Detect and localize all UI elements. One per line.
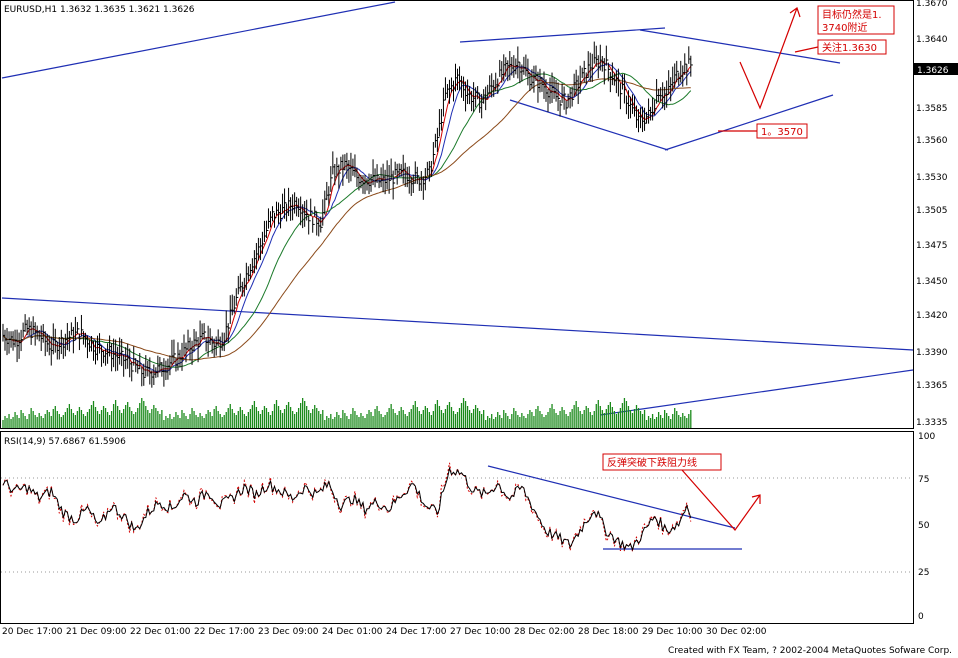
projection-arrow-head — [789, 7, 801, 18]
triangle-descending-line — [639, 29, 841, 64]
target-note-line2: 3740附近 — [822, 21, 867, 34]
rsi-line — [2, 466, 692, 552]
rsi-y-tick: 0 — [918, 612, 924, 622]
x-tick: 23 Dec 09:00 — [258, 627, 319, 637]
watch-pointer — [794, 46, 819, 53]
rsi-title: RSI(14,9) 57.6867 61.5906 — [4, 437, 126, 447]
rsi-axis: 100 75 50 25 0 — [918, 432, 935, 622]
x-tick: 29 Dec 10:00 — [642, 627, 703, 637]
x-tick: 28 Dec 02:00 — [514, 627, 575, 637]
trendlines — [1, 1, 914, 550]
y-tick: 1.3585 — [916, 104, 948, 114]
triangle-lower-line — [509, 99, 669, 151]
y-tick: 1.3420 — [916, 311, 948, 321]
y-tick: 1.3640 — [916, 35, 948, 45]
upper-channel-line — [1, 1, 396, 79]
triangle-ascending-line — [664, 94, 834, 151]
triangle-top-line — [459, 27, 666, 43]
rsi-note: 反弹突破下跌阻力线 — [607, 456, 697, 469]
x-tick: 22 Dec 01:00 — [130, 627, 191, 637]
x-tick: 22 Dec 17:00 — [194, 627, 255, 637]
y-tick: 1.3475 — [916, 241, 948, 251]
annotations: 目标仍然是1. 3740附近 关注1.3630 1。3570 反弹突破下跌阻力线 — [602, 5, 895, 531]
y-tick: 1.3505 — [916, 206, 948, 216]
x-tick: 24 Dec 01:00 — [322, 627, 383, 637]
last-price-box — [914, 63, 958, 75]
y-tick: 1.3560 — [916, 136, 948, 146]
rsi-y-tick: 25 — [918, 568, 929, 578]
support-note: 1。3570 — [761, 127, 803, 138]
x-tick: 24 Dec 17:00 — [386, 627, 447, 637]
rsi-signal-line — [2, 462, 692, 552]
y-tick: 1.3365 — [916, 381, 948, 391]
rsi-note-box — [602, 453, 722, 471]
y-tick: 1.3450 — [916, 277, 948, 287]
projection-arrow — [739, 7, 798, 110]
volume-trendline — [599, 369, 914, 416]
x-tick: 27 Dec 10:00 — [450, 627, 511, 637]
rsi-y-tick: 75 — [918, 475, 929, 485]
footer-credit: Created with FX Team, ? 2002-2004 MetaQu… — [668, 646, 952, 656]
time-axis: 20 Dec 17:00 21 Dec 09:00 22 Dec 01:00 2… — [2, 627, 767, 637]
y-tick: 1.3530 — [916, 173, 948, 183]
target-note-line1: 目标仍然是1. — [822, 8, 882, 21]
y-tick: 1.3670 — [916, 0, 948, 9]
y-tick: 1.3390 — [916, 348, 948, 358]
y-tick: 1.3335 — [916, 418, 948, 428]
x-tick: 30 Dec 02:00 — [706, 627, 767, 637]
volume-bars — [2, 398, 692, 428]
last-price-label: 1.3626 — [917, 66, 949, 76]
symbol-title: EURUSD,H1 1.3632 1.3635 1.3621 1.3626 — [4, 5, 195, 15]
long-resistance-line — [1, 297, 914, 351]
rsi-lines — [2, 462, 692, 552]
rsi-y-tick: 50 — [918, 521, 930, 531]
rsi-arrow-head — [751, 494, 761, 504]
x-tick: 21 Dec 09:00 — [66, 627, 127, 637]
x-tick: 28 Dec 18:00 — [578, 627, 639, 637]
target-note-box — [817, 5, 895, 35]
x-tick: 20 Dec 17:00 — [2, 627, 63, 637]
rsi-downtrend-line — [487, 465, 736, 529]
watch-note: 关注1.3630 — [822, 41, 877, 54]
main-panel-frame — [0, 0, 914, 429]
rsi-panel-frame — [0, 431, 914, 624]
rsi-projection-arrow — [681, 469, 761, 531]
price-bars — [2, 41, 693, 388]
rsi-y-tick: 100 — [918, 432, 935, 442]
